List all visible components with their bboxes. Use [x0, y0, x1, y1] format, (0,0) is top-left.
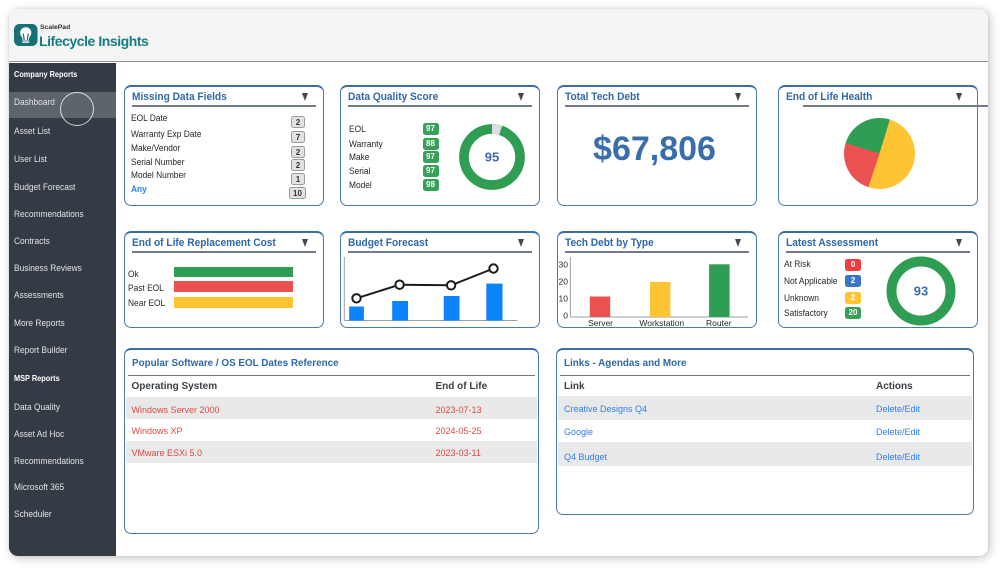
- svg-text:95: 95: [484, 150, 498, 165]
- svg-text:Server: Server: [588, 318, 613, 328]
- svg-text:Workstation: Workstation: [639, 318, 684, 328]
- svg-text:0: 0: [563, 311, 568, 321]
- svg-text:30: 30: [559, 260, 569, 270]
- svg-text:93: 93: [914, 284, 928, 299]
- svg-text:10: 10: [559, 294, 569, 304]
- svg-text:Router: Router: [706, 318, 732, 328]
- svg-text:20: 20: [559, 277, 569, 287]
